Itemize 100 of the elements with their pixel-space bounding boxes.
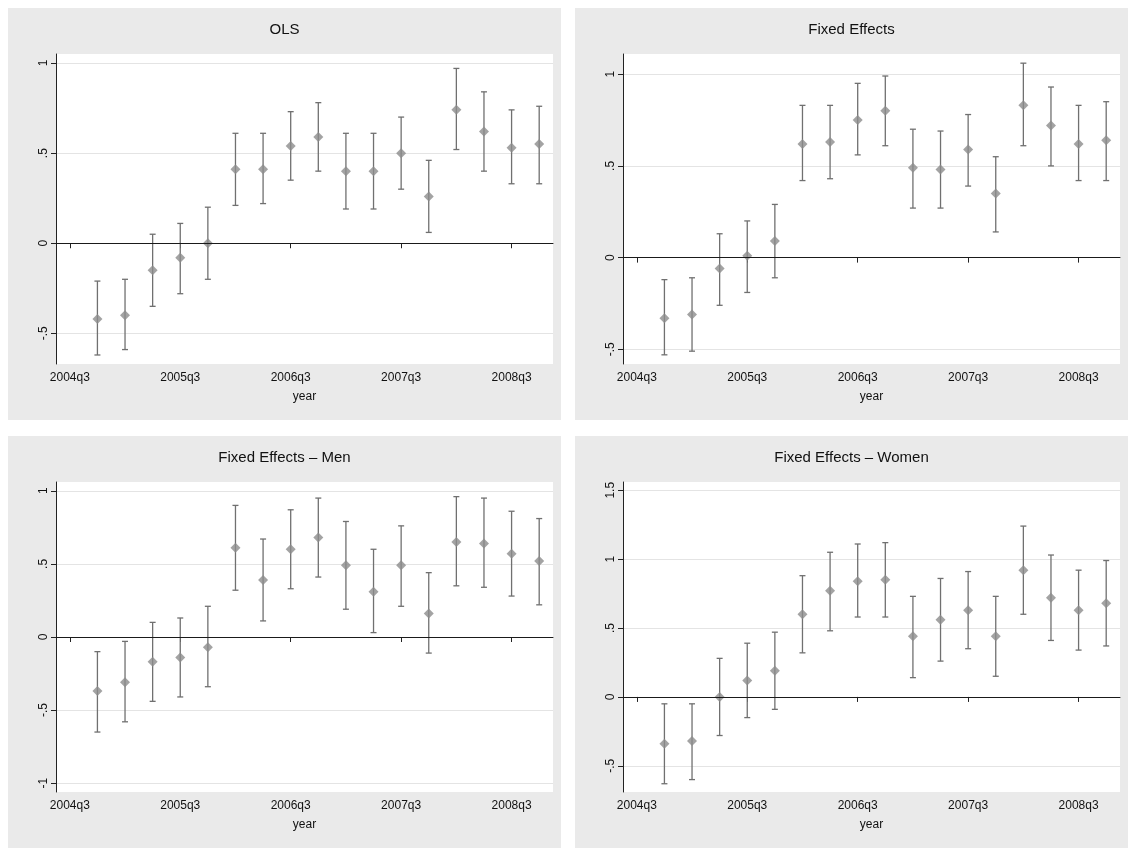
point [230, 542, 241, 553]
point [120, 677, 131, 688]
point [687, 736, 698, 747]
y-tick-label: 1 [36, 59, 50, 67]
x-tick-label: 2007q3 [381, 798, 422, 812]
x-tick-label: 2004q3 [49, 370, 91, 384]
point [742, 675, 753, 686]
point [963, 144, 974, 155]
x-tick-label: 2006q3 [837, 798, 879, 812]
point [1073, 138, 1084, 149]
y-tick-label: -.5 [36, 326, 50, 341]
point [769, 665, 780, 676]
point [825, 585, 836, 596]
point [852, 115, 863, 126]
point [92, 313, 103, 324]
point [880, 105, 891, 116]
x-tick-label: 2005q3 [727, 370, 768, 384]
x-tick-label: 2005q3 [160, 798, 201, 812]
point [92, 686, 103, 697]
x-tick-label: 2007q3 [948, 370, 989, 384]
point [769, 236, 780, 247]
point [935, 614, 946, 625]
point [990, 631, 1001, 642]
point [907, 631, 918, 642]
point [1018, 100, 1029, 111]
x-tick-label: 2007q3 [381, 370, 422, 384]
y-tick-label: .5 [603, 622, 617, 634]
point [423, 608, 434, 619]
point [1073, 605, 1084, 616]
point [1045, 592, 1056, 603]
point [478, 538, 489, 549]
point [313, 131, 324, 142]
y-tick-label: -.5 [603, 758, 617, 773]
point [285, 544, 296, 555]
chart-title: Fixed Effects – Men [218, 448, 351, 465]
point [687, 309, 698, 320]
point [451, 104, 462, 115]
point [714, 263, 725, 274]
y-tick-label: 0 [36, 633, 50, 641]
x-tick-label: 2007q3 [948, 798, 989, 812]
x-tick-label: 2008q3 [491, 370, 532, 384]
point [990, 188, 1001, 199]
y-tick-label: 1 [603, 70, 617, 78]
point [313, 532, 324, 543]
x-tick-label: 2008q3 [1058, 798, 1099, 812]
x-tick-label: 2004q3 [49, 798, 91, 812]
point [230, 164, 241, 175]
x-axis-title: year [859, 389, 884, 403]
x-tick-label: 2006q3 [270, 370, 312, 384]
y-tick-label: 1 [603, 555, 617, 563]
point [797, 138, 808, 149]
point [258, 574, 269, 585]
point [202, 642, 213, 653]
y-tick-label: 0 [603, 693, 617, 701]
point [963, 605, 974, 616]
y-tick-label: .5 [603, 160, 617, 171]
x-tick-label: 2004q3 [616, 370, 658, 384]
point [147, 265, 158, 276]
y-tick-label: 0 [603, 253, 617, 261]
y-tick-label: 1.5 [603, 481, 617, 499]
x-tick-label: 2008q3 [1058, 370, 1099, 384]
x-tick-label: 2008q3 [491, 798, 532, 812]
point [534, 139, 545, 150]
point [659, 738, 670, 749]
point [175, 252, 186, 263]
point [797, 609, 808, 620]
point [396, 148, 407, 159]
point [175, 652, 186, 663]
point [423, 191, 434, 202]
point [478, 126, 489, 137]
point [852, 576, 863, 587]
x-axis-title: year [292, 817, 317, 831]
point [907, 162, 918, 173]
point [1018, 565, 1029, 576]
chart-title: OLS [269, 20, 300, 37]
point [368, 166, 379, 177]
point [506, 548, 517, 559]
x-tick-label: 2006q3 [270, 798, 312, 812]
x-tick-label: 2004q3 [616, 798, 658, 812]
chart-title: Fixed Effects [808, 20, 895, 37]
point [451, 536, 462, 547]
x-axis-title: year [292, 389, 317, 403]
point [340, 560, 351, 571]
point [120, 310, 131, 321]
point [659, 313, 670, 324]
y-tick-label: -1 [36, 777, 50, 789]
point [1101, 598, 1112, 609]
y-tick-label: -.5 [36, 702, 50, 718]
point [935, 164, 946, 175]
x-tick-label: 2005q3 [727, 798, 768, 812]
y-tick-label: .5 [36, 147, 50, 159]
point [147, 656, 158, 667]
point [506, 142, 517, 153]
y-tick-label: -.5 [603, 342, 617, 357]
point [396, 560, 407, 571]
y-tick-label: .5 [36, 558, 50, 569]
point [285, 140, 296, 151]
point [340, 166, 351, 177]
y-tick-label: 0 [36, 239, 50, 247]
x-tick-label: 2005q3 [160, 370, 201, 384]
